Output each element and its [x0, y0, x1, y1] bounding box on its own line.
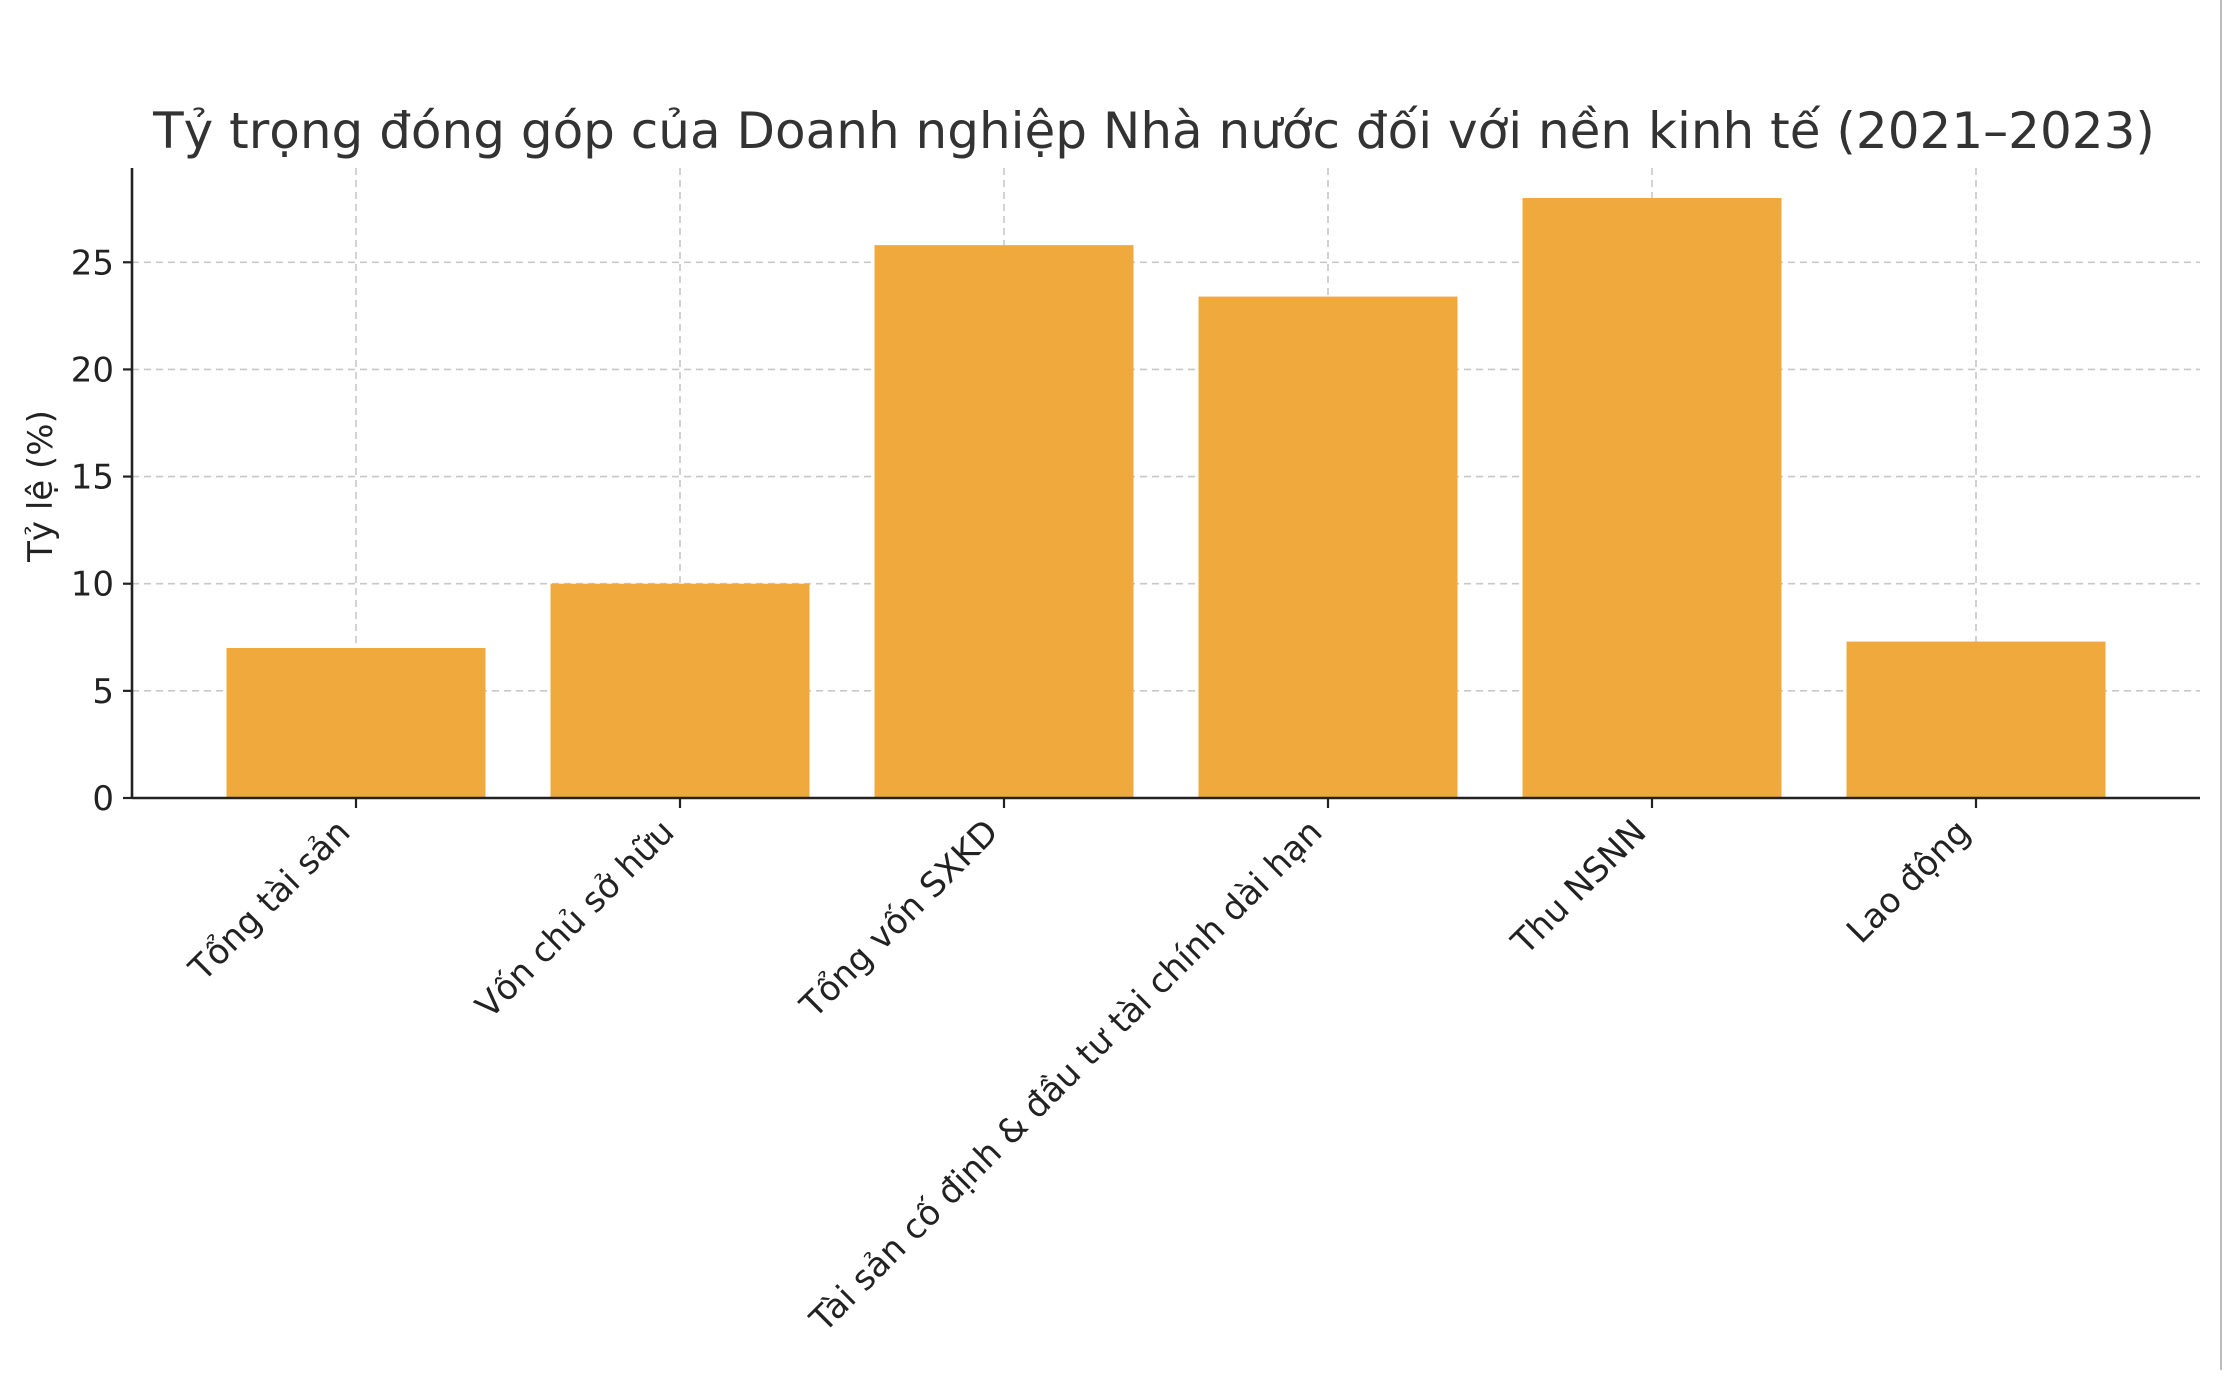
x-tick-label: Tổng vốn SXKD: [792, 812, 1006, 1026]
bar: [1198, 296, 1458, 798]
y-tick-label: 25: [71, 243, 114, 283]
bars: [226, 198, 2106, 799]
x-tick-label: Lao động: [1839, 812, 1978, 951]
x-tick-labels: Tổng tài sản Vốn chủ sở hữu Tổng vốn SXKDT…: [181, 812, 1979, 1341]
y-tick-labels: 0 5 10 15 20 25: [71, 243, 114, 819]
y-tick-label: 0: [92, 779, 114, 819]
y-tick-label: 10: [71, 565, 114, 605]
y-tick-label: 15: [71, 458, 114, 498]
bar: [874, 245, 1134, 799]
axes: [123, 168, 2200, 808]
x-tick-label: Tổng tài sản: [181, 812, 359, 990]
chart-title: Tỷ trọng đóng góp của Doanh nghiệp Nhà n…: [152, 102, 2155, 160]
bar: [226, 648, 486, 798]
bar: [550, 583, 810, 798]
y-tick-label: 5: [92, 672, 114, 712]
x-tick-label: Tài sản cố định & đầu tư tài chính dài h…: [802, 812, 1331, 1341]
bar: [1522, 198, 1782, 798]
x-tick-label: Vốn chủ sở hữu: [468, 812, 682, 1026]
y-tick-label: 20: [71, 350, 114, 390]
y-axis-label: Tỷ lệ (%): [21, 410, 61, 563]
x-tick-label: Thu NSNN: [1503, 812, 1654, 963]
bar: [1846, 641, 2106, 798]
